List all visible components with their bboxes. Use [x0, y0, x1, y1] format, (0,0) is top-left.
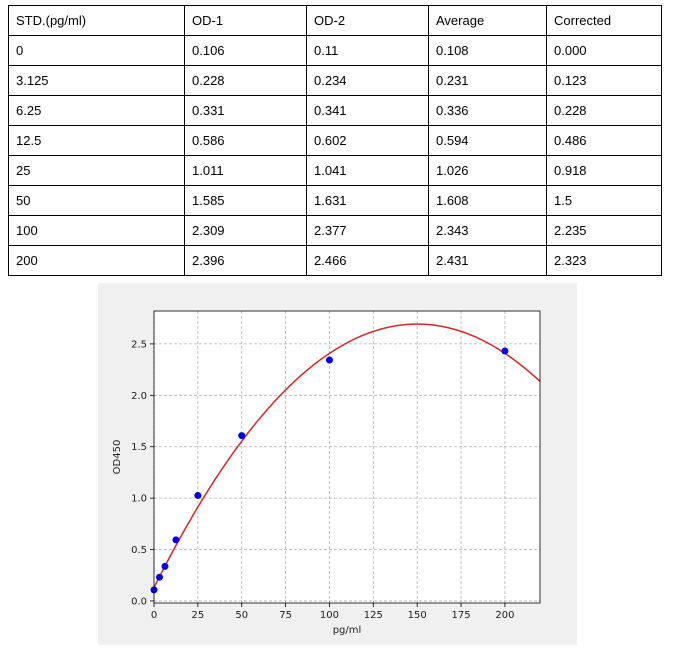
x-tick-label: 175: [451, 610, 470, 621]
table-row: 25 1.011 1.041 1.026 0.918: [8, 155, 662, 186]
table-row: 0 0.106 0.11 0.108 0.000: [8, 35, 662, 66]
table-cell: 2.466: [306, 245, 429, 276]
table-cell: 0.918: [546, 155, 662, 186]
y-tick-label: 2.0: [131, 391, 147, 402]
table-cell: 200: [8, 245, 185, 276]
table-cell: 0.336: [428, 95, 547, 126]
table-cell: 0.602: [306, 125, 429, 156]
plot-frame: [153, 310, 541, 604]
table-header-cell: STD.(pg/ml): [8, 5, 185, 36]
x-tick-label: 125: [364, 610, 383, 621]
table-cell: 12.5: [8, 125, 185, 156]
x-tick-label: 50: [235, 610, 248, 621]
x-tick-label: 200: [495, 610, 514, 621]
y-tick-label: 1.0: [131, 494, 147, 505]
table-cell: 0: [8, 35, 185, 66]
data-point: [501, 347, 509, 355]
table-cell: 1.585: [184, 185, 307, 216]
table-cell: 2.377: [306, 215, 429, 246]
x-axis-label: pg/ml: [333, 625, 362, 636]
table-cell: 0.594: [428, 125, 547, 156]
table-header-cell: OD-2: [306, 5, 429, 36]
table-row: 12.5 0.586 0.602 0.594 0.486: [8, 125, 662, 156]
data-point: [325, 356, 333, 364]
table-cell: 0.228: [546, 95, 662, 126]
table-cell: 0.123: [546, 65, 662, 96]
table-header-cell: OD-1: [184, 5, 307, 36]
table-cell: 2.431: [428, 245, 547, 276]
y-tick-label: 2.5: [131, 339, 147, 350]
table-cell: 1.608: [428, 185, 547, 216]
table-cell: 0.106: [184, 35, 307, 66]
table-cell: 6.25: [8, 95, 185, 126]
standard-table: STD.(pg/ml) OD-1 OD-2 Average Corrected 0 0.10…: [8, 5, 662, 276]
x-tick-label: 75: [279, 610, 292, 621]
table-cell: 1.631: [306, 185, 429, 216]
fit-curve-line: [153, 323, 541, 588]
table-cell: 2.309: [184, 215, 307, 246]
table-row: 100 2.309 2.377 2.343 2.235: [8, 215, 662, 246]
table-cell: 50: [8, 185, 185, 216]
y-tick-label: 0.5: [131, 545, 147, 556]
table-row: 50 1.585 1.631 1.608 1.5: [8, 185, 662, 216]
table-cell: 0.586: [184, 125, 307, 156]
table-cell: 0.11: [306, 35, 429, 66]
table-cell: 2.343: [428, 215, 547, 246]
table-cell: 0.231: [428, 65, 547, 96]
table-cell: 2.396: [184, 245, 307, 276]
table-cell: 0.000: [546, 35, 662, 66]
y-axis-label: OD450: [112, 440, 123, 475]
data-point: [172, 536, 180, 544]
data-point: [238, 432, 246, 440]
table-cell: 1.041: [306, 155, 429, 186]
table-cell: 25: [8, 155, 185, 186]
x-tick-label: 150: [408, 610, 427, 621]
table-cell: 1.5: [546, 185, 662, 216]
standard-curve-chart: 0 25 50 75 100 125 150 175 200 0.0 0.5 1.0 1.5 2.0 2.5…: [98, 283, 577, 645]
data-point: [161, 562, 169, 570]
table-row: 200 2.396 2.466 2.431 2.323: [8, 245, 662, 276]
table-cell: 2.235: [546, 215, 662, 246]
x-tick-label: 0: [151, 610, 157, 621]
plot-area: [154, 311, 540, 603]
table-row: 6.25 0.331 0.341 0.336 0.228: [8, 95, 662, 126]
table-cell: 0.228: [184, 65, 307, 96]
table-header-cell: Corrected: [546, 5, 662, 36]
x-tick-label: 25: [191, 610, 204, 621]
chart-svg: 0 25 50 75 100 125 150 175 200 0.0 0.5 1.0 1.5 2.0 2.5…: [112, 310, 541, 636]
table-cell: 0.108: [428, 35, 547, 66]
table-row: 3.125 0.228 0.234 0.231 0.123: [8, 65, 662, 96]
data-point: [155, 573, 163, 581]
y-tick-label: 0.0: [131, 596, 147, 607]
table-cell: 0.234: [306, 65, 429, 96]
table-cell: 2.323: [546, 245, 662, 276]
table-cell: 1.026: [428, 155, 547, 186]
table-cell: 100: [8, 215, 185, 246]
x-tick-label: 100: [320, 610, 339, 621]
table-header-row: STD.(pg/ml) OD-1 OD-2 Average Corrected: [8, 5, 662, 36]
data-point: [194, 491, 202, 499]
table-cell: 0.331: [184, 95, 307, 126]
table-header-cell: Average: [428, 5, 547, 36]
table-cell: 0.341: [306, 95, 429, 126]
table-cell: 3.125: [8, 65, 185, 96]
table-cell: 1.011: [184, 155, 307, 186]
table-cell: 0.486: [546, 125, 662, 156]
y-tick-label: 1.5: [131, 442, 147, 453]
